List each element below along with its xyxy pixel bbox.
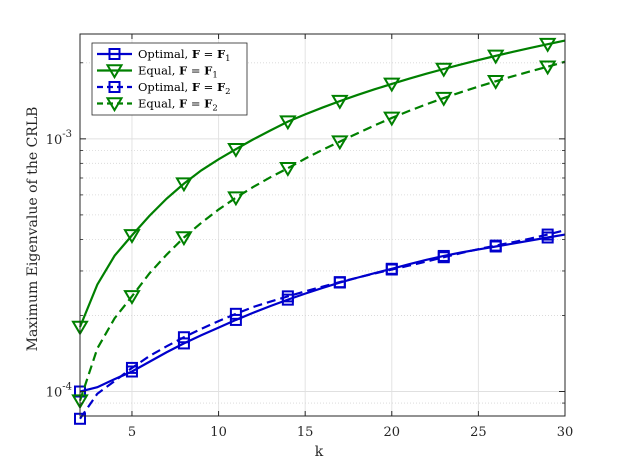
x-tick-label: 30 <box>557 425 574 440</box>
legend-label: Optimal, F = F2 <box>138 80 231 97</box>
x-tick-label: 5 <box>128 425 136 440</box>
data-point <box>333 276 346 289</box>
x-tick-label: 25 <box>470 425 487 440</box>
y-tick-label: 10-3 <box>46 129 72 148</box>
legend-label: Equal, F = F1 <box>138 64 218 81</box>
legend-label: Optimal, F = F1 <box>138 47 231 64</box>
legend-marker <box>105 97 124 113</box>
data-point <box>385 263 398 276</box>
x-axis-label: k <box>315 444 324 460</box>
data-point <box>177 331 190 344</box>
data-point <box>331 135 349 151</box>
data-point <box>538 60 557 76</box>
series-line <box>78 39 566 328</box>
data-point <box>541 228 554 241</box>
legend-label: Equal, F = F2 <box>138 97 218 114</box>
series-line <box>79 229 566 420</box>
y-tick-label: 10-4 <box>46 382 72 401</box>
data-point <box>229 307 242 320</box>
plot-frame <box>79 33 566 417</box>
data-point <box>435 62 453 78</box>
data-point <box>437 251 450 264</box>
legend-item: Optimal, F = F2 <box>97 80 231 97</box>
data-point <box>279 115 297 131</box>
data-point <box>123 229 141 244</box>
data-point <box>383 111 401 127</box>
data-point <box>281 290 294 303</box>
data-point <box>538 37 557 53</box>
series-4 <box>71 60 566 410</box>
legend-item: Optimal, F = F1 <box>97 47 231 64</box>
x-tick-label: 15 <box>297 425 314 440</box>
data-point <box>175 177 193 193</box>
series-2 <box>71 37 566 336</box>
data-point <box>486 49 505 65</box>
legend-marker <box>105 64 124 80</box>
data-point <box>486 75 505 90</box>
data-point <box>125 361 138 374</box>
data-point <box>279 161 297 177</box>
legend-item: Equal, F = F1 <box>97 64 218 81</box>
legend-marker <box>108 81 121 93</box>
data-point <box>489 239 502 252</box>
x-tick-label: 10 <box>210 425 227 440</box>
legend-item: Equal, F = F2 <box>97 97 218 114</box>
x-tick-label: 20 <box>384 425 401 440</box>
legend-marker <box>108 48 121 60</box>
y-axis-label: Maximum Eigenvalue of the CRLB <box>25 107 41 352</box>
data-point <box>435 91 453 107</box>
axes: 5 10 15 20 25 30 10-4 10-3 <box>46 33 574 440</box>
data-point <box>227 191 245 207</box>
series-line <box>78 60 566 402</box>
data-point <box>383 77 401 93</box>
data-point <box>331 94 349 110</box>
data-point <box>227 142 245 158</box>
data-point <box>123 290 141 305</box>
data-point <box>175 231 193 247</box>
